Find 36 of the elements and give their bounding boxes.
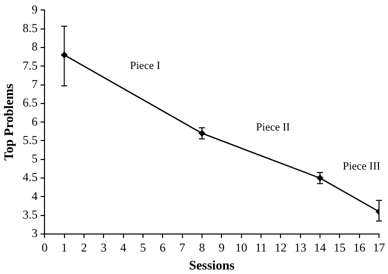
x-tick-label: 1 — [61, 240, 68, 254]
y-tick-label: 6 — [32, 114, 38, 128]
y-tick-label: 7 — [32, 76, 38, 91]
annotation: Piece II — [256, 122, 290, 134]
x-tick-label: 12 — [274, 240, 287, 254]
x-tick-label: 6 — [160, 240, 166, 254]
x-tick-label: 11 — [255, 240, 267, 254]
y-tick-label: 5.5 — [22, 132, 38, 147]
x-tick-label: 4 — [120, 240, 126, 254]
x-tick-label: 3 — [100, 240, 107, 254]
x-tick-label: 7 — [179, 240, 186, 254]
y-tick-label: 5 — [32, 152, 38, 166]
x-tick-label: 15 — [334, 240, 346, 254]
y-tick-label: 8.5 — [22, 21, 38, 36]
y-tick-label: 4.5 — [22, 170, 38, 184]
x-tick-label: 14 — [314, 240, 326, 254]
x-tick-label: 16 — [353, 240, 366, 254]
x-tick-label: 17 — [373, 240, 385, 254]
y-tick-label: 4 — [32, 188, 38, 203]
x-tick-label: 0 — [42, 240, 48, 254]
x-tick-label: 9 — [218, 240, 225, 254]
y-tick-label: 7.5 — [22, 58, 38, 72]
x-tick-label: 2 — [80, 240, 87, 254]
annotation: Piece III — [342, 160, 381, 173]
y-tick-label: 3.5 — [22, 208, 38, 222]
x-axis-title: Sessions — [189, 258, 235, 273]
x-tick-label: 8 — [198, 240, 205, 254]
y-axis-title: Top Problems — [1, 84, 16, 161]
y-tick-label: 9 — [32, 2, 38, 16]
x-tick-label: 10 — [235, 240, 248, 254]
y-tick-label: 8 — [32, 40, 38, 54]
x-tick-label: 13 — [294, 240, 306, 254]
annotation: Piece I — [130, 60, 161, 72]
y-tick-label: 6.5 — [22, 96, 38, 110]
y-tick-label: 3 — [32, 226, 38, 240]
x-tick-label: 5 — [140, 240, 146, 254]
